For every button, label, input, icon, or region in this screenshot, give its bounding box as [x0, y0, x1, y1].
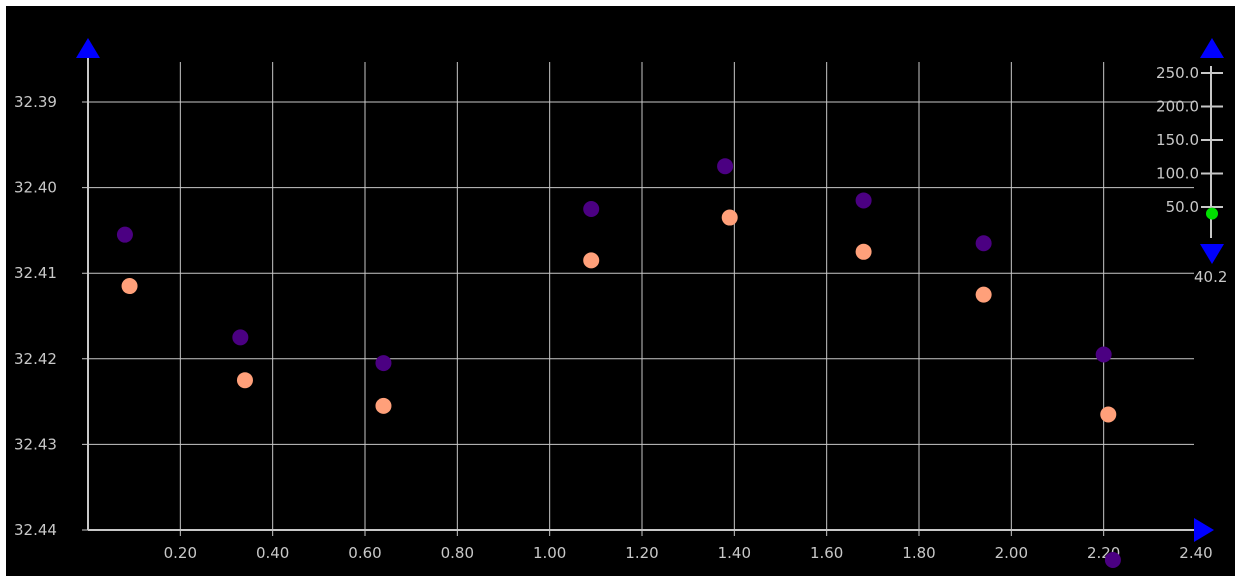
- series-1-point: [1104, 551, 1121, 568]
- x-tick-label: 2.40: [1179, 544, 1212, 562]
- x-tick-label: 0.80: [441, 544, 474, 562]
- x-tick-label: 1.00: [533, 544, 566, 562]
- scatter-chart: 0.20 0.40 0.60 0.80 1.00 1.20 1.40 1.60 1.80 2.00…: [14, 38, 1227, 568]
- y-tick-label: 32.42: [14, 350, 57, 368]
- y-tick-label: 32.41: [14, 264, 57, 282]
- series-1-point: [855, 192, 872, 209]
- x-tick-label: 0.40: [256, 544, 289, 562]
- series-2-point: [375, 397, 392, 414]
- y-tick-label: 32.44: [14, 521, 57, 539]
- series-2-point: [855, 243, 872, 260]
- y-tick-label: 32.43: [14, 435, 57, 453]
- series-1-point: [583, 201, 600, 217]
- series-2-point: [121, 278, 138, 295]
- series-2-point: [236, 372, 253, 389]
- axis-arrows: [76, 38, 1224, 542]
- scale-down-arrow-icon[interactable]: [1200, 244, 1224, 264]
- y-tick-label: 32.40: [14, 179, 57, 197]
- x-tick-label: 1.20: [625, 544, 658, 562]
- side-scale-label: 150.0: [1156, 131, 1199, 149]
- side-scale-slider-handle[interactable]: [1206, 207, 1218, 220]
- side-scale-current-value: 40.2: [1194, 268, 1227, 286]
- x-axis-right-arrow-icon[interactable]: [1194, 518, 1214, 542]
- series-1-point: [232, 329, 249, 346]
- x-tick-label: 0.20: [164, 544, 197, 562]
- series-2-point: [1100, 406, 1117, 423]
- x-tick-label: 2.00: [995, 544, 1028, 562]
- x-tick-label: 1.80: [902, 544, 935, 562]
- series-1-point: [116, 226, 133, 243]
- horizontal-gridlines: [82, 101, 1194, 531]
- series-2-point: [721, 209, 738, 226]
- vertical-gridlines: [179, 62, 1105, 536]
- series-1-point: [717, 158, 734, 175]
- y-tick-labels: 32.39 32.40 32.41 32.42 32.43 32.44: [14, 93, 57, 539]
- series-1-point: [1095, 346, 1112, 363]
- chart-frame: 0.20 0.40 0.60 0.80 1.00 1.20 1.40 1.60 1.80 2.00…: [6, 6, 1235, 576]
- side-scale-label: 100.0: [1156, 165, 1199, 183]
- side-scale-label: 250.0: [1156, 64, 1199, 82]
- scale-up-arrow-icon[interactable]: [1200, 38, 1224, 58]
- y-axis-up-arrow-icon[interactable]: [76, 38, 100, 58]
- series-2-point: [975, 286, 992, 303]
- side-scale-label: 50.0: [1166, 198, 1199, 216]
- axes: [87, 56, 1196, 531]
- side-scale: 250.0 200.0 150.0 100.0 50.0 40.2: [1156, 64, 1227, 286]
- series-1-point: [375, 355, 392, 372]
- data-points: [116, 158, 1121, 568]
- x-tick-label: 1.40: [718, 544, 751, 562]
- x-tick-label: 1.60: [810, 544, 843, 562]
- x-tick-labels: 0.20 0.40 0.60 0.80 1.00 1.20 1.40 1.60 1.80 2.00…: [164, 544, 1213, 562]
- x-tick-label: 0.60: [348, 544, 381, 562]
- y-tick-label: 32.39: [14, 93, 57, 111]
- series-1-point: [975, 235, 992, 252]
- side-scale-label: 200.0: [1156, 98, 1199, 116]
- series-2-point: [583, 252, 600, 269]
